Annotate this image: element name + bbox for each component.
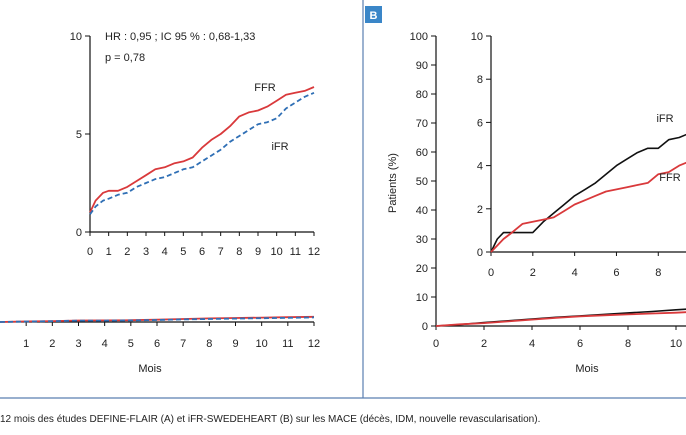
ffr-label-b: FFR xyxy=(659,172,680,184)
B-main-y-tick-label: 40 xyxy=(416,205,428,217)
A-inset-x-tick-label: 12 xyxy=(308,246,320,258)
B-main-y-tick-label: 30 xyxy=(416,234,428,246)
hr-annotation: HR : 0,95 ; IC 95 % : 0,68-1,33 xyxy=(105,31,255,43)
B-inset-x-tick-label: 6 xyxy=(613,267,619,279)
B-inset-x-tick-label: 8 xyxy=(655,267,661,279)
A-main-x-tick-label: 6 xyxy=(154,338,160,350)
B-inset-y-tick-label: 10 xyxy=(471,31,483,43)
A-inset-x-tick-label: 4 xyxy=(162,246,168,258)
A-inset-y-tick-label: 0 xyxy=(76,227,82,239)
B-main-y-tick-label: 10 xyxy=(416,292,428,304)
B-inset-y-tick-label: 8 xyxy=(477,74,483,86)
B-main-y-tick-label: 20 xyxy=(416,263,428,275)
B-main-x-tick-label: 10 xyxy=(670,338,682,350)
B-inset-y-tick-label: 4 xyxy=(477,161,483,173)
ifr-label-b: iFR xyxy=(656,113,673,125)
B-main-y-tick-label: 70 xyxy=(416,118,428,130)
B-main-series-1-line xyxy=(435,311,686,327)
B-inset-x-tick-label: 0 xyxy=(488,267,494,279)
panel-b-badge xyxy=(365,6,382,23)
B-inset-series-1-line xyxy=(490,161,686,253)
A-main-x-tick-label: 2 xyxy=(49,338,55,350)
B-main-x-tick-label: 0 xyxy=(433,338,439,350)
B-main-y-tick-label: 0 xyxy=(422,321,428,333)
B-main-y-tick-label: 60 xyxy=(416,147,428,159)
A-main-x-tick-label: 7 xyxy=(180,338,186,350)
A-inset-x-tick-label: 11 xyxy=(290,246,301,258)
A-main-x-tick-label: 1 xyxy=(23,338,29,350)
A-main-series-1-line xyxy=(0,316,315,323)
A-inset-x-tick-label: 1 xyxy=(106,246,112,258)
A-main-x-tick-label: 12 xyxy=(308,338,320,350)
B-main-x-tick-label: 6 xyxy=(577,338,583,350)
A-inset-x-tick-label: 5 xyxy=(180,246,186,258)
y-axis-label-b: Patients (%) xyxy=(387,153,399,213)
A-main-x-tick-label: 11 xyxy=(282,338,293,350)
B-main-x-tick-label: 4 xyxy=(529,338,535,350)
figure-caption: 12 mois des études DEFINE-FLAIR (A) et i… xyxy=(0,414,541,425)
A-main-x-tick-label: 5 xyxy=(128,338,134,350)
ifr-label-a: iFR xyxy=(271,141,288,153)
A-inset-y-tick-label: 10 xyxy=(70,31,82,43)
A-inset-x-tick-label: 3 xyxy=(143,246,149,258)
x-axis-label-b: Mois xyxy=(575,363,599,375)
B-inset-y-tick-label: 2 xyxy=(477,204,483,216)
ffr-label-a: FFR xyxy=(254,82,275,94)
A-main-x-tick-label: 8 xyxy=(206,338,212,350)
A-inset-x-tick-label: 2 xyxy=(124,246,130,258)
A-main-x-tick-label: 9 xyxy=(232,338,238,350)
A-inset-series-1-line xyxy=(89,91,315,215)
B-inset-y-tick-label: 6 xyxy=(477,117,483,129)
A-inset-x-tick-label: 10 xyxy=(271,246,283,258)
panel-b-badge-label: B xyxy=(370,10,378,22)
A-inset-y-tick-label: 5 xyxy=(76,129,82,141)
B-inset-x-tick-label: 2 xyxy=(530,267,536,279)
B-main-y-tick-label: 90 xyxy=(416,60,428,72)
A-main-x-tick-label: 3 xyxy=(75,338,81,350)
B-main-y-tick-label: 80 xyxy=(416,89,428,101)
A-inset-series-0-line xyxy=(89,86,315,213)
A-inset-x-tick-label: 0 xyxy=(87,246,93,258)
B-main-x-tick-label: 2 xyxy=(481,338,487,350)
A-inset-x-tick-label: 7 xyxy=(218,246,224,258)
B-main-x-tick-label: 8 xyxy=(625,338,631,350)
A-inset-x-tick-label: 6 xyxy=(199,246,205,258)
B-inset-y-tick-label: 0 xyxy=(477,247,483,259)
A-main-x-tick-label: 10 xyxy=(256,338,268,350)
B-inset-x-tick-label: 4 xyxy=(572,267,578,279)
A-main-x-tick-label: 4 xyxy=(102,338,108,350)
B-main-y-tick-label: 100 xyxy=(410,31,428,43)
A-inset-x-tick-label: 9 xyxy=(255,246,261,258)
B-main-y-tick-label: 50 xyxy=(416,176,428,188)
x-axis-label-a: Mois xyxy=(138,363,162,375)
B-inset-series-0-line xyxy=(490,133,686,253)
p-value-annotation: p = 0,78 xyxy=(105,52,145,64)
A-inset-x-tick-label: 8 xyxy=(236,246,242,258)
